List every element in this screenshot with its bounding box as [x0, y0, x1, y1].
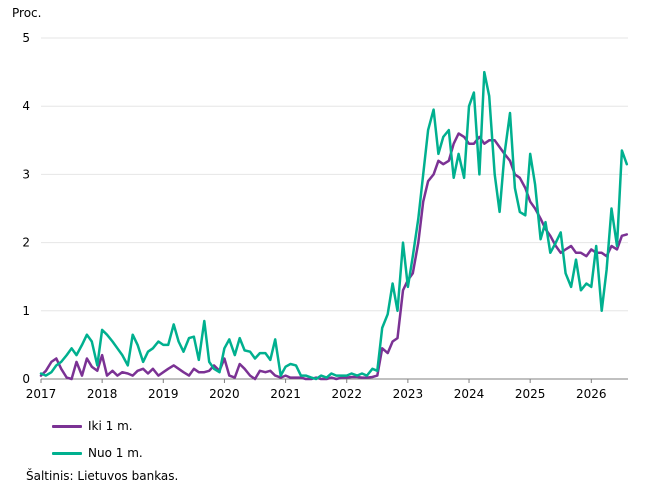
y-tick-label-1: 1 [22, 304, 30, 318]
line-chart: 2017 2018 2019 2020 2021 2022 2023 2024 2025 2026… [12, 6, 629, 401]
x-tick-label-9: 2026 [576, 387, 607, 401]
x-tick-label-7: 2024 [454, 387, 485, 401]
y-axis-label: Proc. [12, 6, 41, 20]
x-tick-label-1: 2018 [87, 387, 118, 401]
x-axis-ticks: 2017 2018 2019 2020 2021 2022 2023 2024 2025 2026 [26, 379, 607, 401]
series-line-nuo [39, 70, 629, 381]
legend-label-iki: Iki 1 m. [88, 419, 133, 433]
y-axis-ticks: 0 1 2 3 4 5 [22, 31, 30, 386]
x-tick-label-3: 2020 [209, 387, 240, 401]
series-lines [39, 70, 629, 381]
x-tick-label-5: 2022 [331, 387, 362, 401]
legend-item-iki: Iki 1 m. [52, 419, 133, 433]
legend-label-nuo: Nuo 1 m. [88, 446, 143, 460]
series-line-iki [39, 132, 629, 381]
legend-swatch-iki [52, 424, 82, 428]
x-tick-label-0: 2017 [26, 387, 57, 401]
gridlines [41, 37, 628, 312]
legend-swatch-nuo [52, 451, 82, 455]
x-tick-label-4: 2021 [270, 387, 301, 401]
y-tick-label-3: 3 [22, 167, 30, 181]
y-tick-label-4: 4 [22, 99, 30, 113]
x-tick-label-2: 2019 [148, 387, 179, 401]
y-tick-label-2: 2 [22, 236, 30, 250]
x-tick-label-8: 2025 [515, 387, 546, 401]
x-tick-label-6: 2023 [393, 387, 424, 401]
source-note: Šaltinis: Lietuvos bankas. [26, 469, 179, 483]
y-tick-label-0: 0 [22, 372, 30, 386]
legend-item-nuo: Nuo 1 m. [52, 446, 143, 460]
y-tick-label-5: 5 [22, 31, 30, 45]
